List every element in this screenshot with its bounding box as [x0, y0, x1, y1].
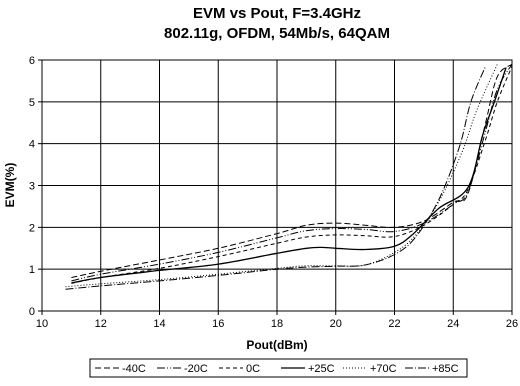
y-tick-label: 5: [29, 97, 35, 109]
x-tick-label: 20: [330, 318, 342, 330]
grid: [41, 59, 513, 312]
legend-label: +70C: [370, 363, 397, 375]
x-tick-label: 12: [95, 318, 107, 330]
y-tick-label: 2: [29, 222, 35, 234]
series-line-5: [65, 63, 498, 288]
series-line-4: [71, 67, 507, 284]
series-lines: [65, 63, 513, 290]
y-tick-label: 1: [29, 264, 35, 276]
y-axis-ticks: 0 1 2 3 4 5 6: [29, 55, 42, 318]
series-line-2: [71, 63, 513, 282]
y-tick-label: 3: [29, 181, 35, 193]
x-tick-label: 22: [388, 318, 400, 330]
x-tick-label: 14: [153, 318, 165, 330]
legend-label: +25C: [308, 363, 335, 375]
series-line-3: [71, 66, 513, 284]
x-tick-label: 10: [36, 318, 48, 330]
legend-label: 0C: [246, 363, 260, 375]
y-tick-label: 0: [29, 306, 35, 318]
x-tick-label: 16: [212, 318, 224, 330]
series-line-6: [65, 66, 487, 290]
legend-label: -20C: [184, 363, 208, 375]
y-axis-label: EVM(%): [3, 163, 17, 208]
y-tick-label: 4: [29, 139, 35, 151]
chart-subtitle: 802.11g, OFDM, 54Mb/s, 64QAM: [164, 25, 390, 42]
legend-box: [89, 358, 468, 378]
x-tick-label: 24: [447, 318, 459, 330]
x-axis-label: Pout(dBm): [246, 338, 307, 352]
x-axis-ticks: 10 12 14 16 18 20 22 24 26: [36, 311, 518, 330]
y-tick-label: 6: [29, 55, 35, 67]
x-tick-label: 26: [506, 318, 518, 330]
chart-title: EVM vs Pout, F=3.4GHz: [193, 5, 361, 22]
legend-label: +85C: [432, 363, 459, 375]
series-line-1: [71, 63, 513, 278]
legend: -40C -20C 0C +25C +70C +85C: [95, 363, 459, 375]
x-tick-label: 18: [271, 318, 283, 330]
legend-label: -40C: [122, 363, 146, 375]
